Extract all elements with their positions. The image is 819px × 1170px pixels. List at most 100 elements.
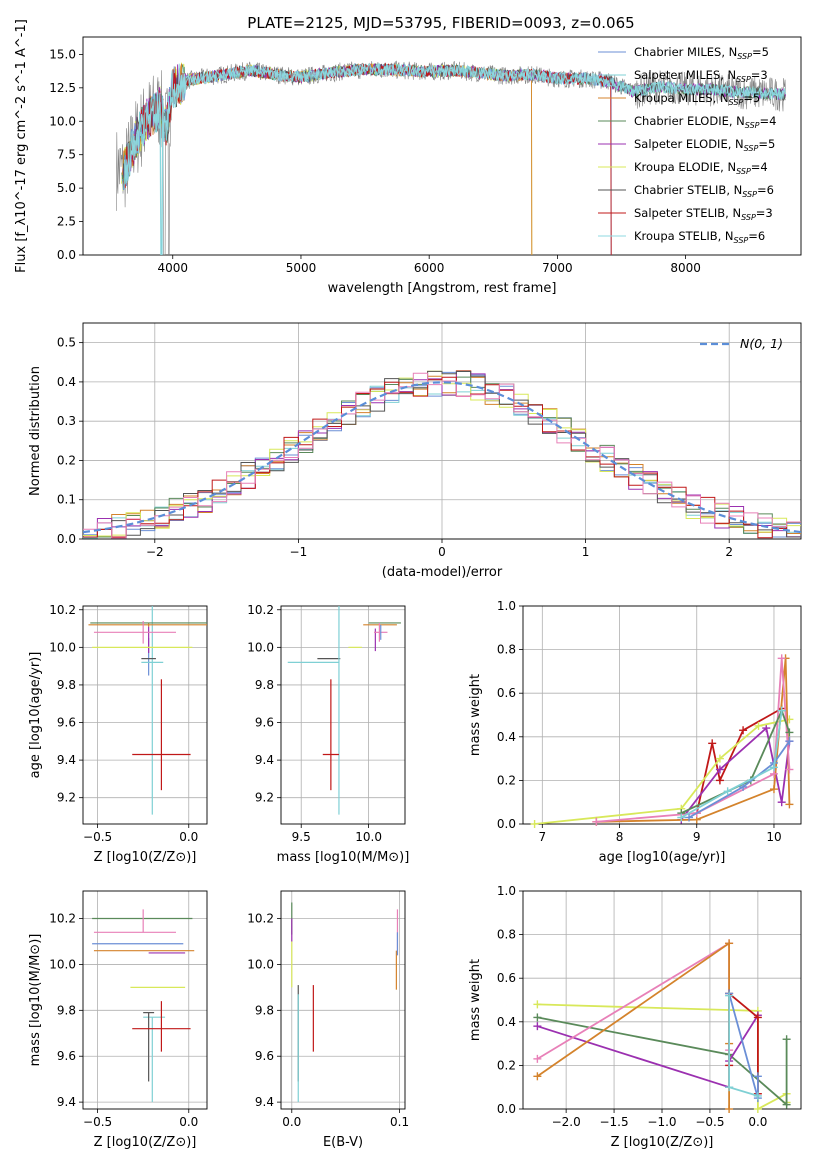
spectrum-legend: Chabrier MILES, NSSP=5 Salpeter MILES, NS…	[598, 45, 776, 245]
axes-frame	[522, 605, 802, 825]
x-tick-label: 0.1	[390, 1115, 409, 1129]
x-tick-label: 0	[438, 545, 446, 559]
y-tick-label: 9.4	[57, 1095, 76, 1109]
x-axis-label: E(B-V)	[323, 1135, 363, 1150]
residuals-panel: −2 −1 0 1 2 0.0 0.1 0.2 0.3 0.4 0.5 (data-model)/er…	[28, 322, 802, 580]
x-tick-label: 0.0	[282, 1115, 301, 1129]
y-tick-label: 10.2	[49, 603, 76, 617]
x-tick-label: 9	[693, 830, 701, 844]
x-tick-label: 8	[616, 830, 624, 844]
x-tick-label: −0.5	[83, 830, 112, 844]
plots-layer: 4000 5000 6000 7000 80000.02.55.07.510.012.5…	[14, 19, 802, 1150]
y-tick-label: 10.0	[49, 957, 76, 971]
x-axis-label: Z [log10(Z/Z⊙)]	[94, 1135, 197, 1150]
mass-vs-z-panel: −0.5 0.0 9.4 9.6 9.8 10.0 10.2 Z [log10(Z/Z⊙)] m…	[28, 890, 208, 1150]
y-tick-label: 9.6	[57, 1049, 76, 1063]
model-line-kroupa-stelib	[124, 62, 786, 255]
y-tick-label: 9.8	[255, 678, 274, 692]
mass-vs-ebv-panel: 0.0 0.1 9.4 9.6 9.8 10.0 10.2 E(B-V)	[247, 890, 409, 1150]
y-tick-label: 0.2	[57, 453, 76, 467]
x-tick-label: 10.0	[355, 830, 382, 844]
y-tick-label: 9.4	[255, 753, 274, 767]
y-tick-label: 10.0	[49, 114, 76, 128]
y-axis-label: Flux [f_λ10^-17 erg cm^-2 s^-1 A^-1]	[14, 19, 29, 273]
weight-line-salpeter-miles	[680, 710, 783, 819]
x-tick-label: 9.5	[292, 830, 311, 844]
x-tick-label: −0.5	[83, 1115, 112, 1129]
x-tick-label: 1	[582, 545, 590, 559]
x-tick-label: 2	[725, 545, 733, 559]
y-tick-label: 15.0	[49, 47, 76, 61]
y-tick-label: 9.6	[57, 716, 76, 730]
x-axis-label: Z [log10(Z/Z⊙)]	[94, 850, 197, 865]
y-tick-label: 10.2	[247, 603, 274, 617]
weight-line-chabrier-miles	[728, 993, 759, 1099]
legend-label: Kroupa STELIB, NSSP=6	[634, 229, 765, 245]
mass-weight-vs-age-panel: 7 8 9 10 0.0 0.2 0.4 0.6 0.8 1.0 age [log10(age/yr…	[468, 599, 802, 865]
weight-line-hist-pink	[596, 658, 791, 823]
model-line-chabrier-miles	[122, 62, 612, 255]
y-axis-label: mass weight	[468, 959, 483, 1041]
x-tick-label: 0.0	[748, 1115, 767, 1129]
axes-frame	[82, 890, 208, 1110]
weight-line-chabrier-elodie	[680, 708, 791, 814]
y-tick-label: 0.3	[57, 414, 76, 428]
y-tick-label: 2.5	[57, 215, 76, 229]
y-tick-label: 0.8	[497, 928, 516, 942]
mass-weight-vs-z-panel: −2.0 −1.5 −1.0 −0.5 0.0 0.0 0.2 0.4 0.6 0.8 1.0 Z […	[468, 884, 802, 1150]
y-tick-label: 10.0	[247, 640, 274, 654]
legend-label: N(0, 1)	[740, 336, 783, 351]
weight-line-salpeter-elodie	[537, 1014, 759, 1089]
y-tick-label: 0.0	[497, 1102, 516, 1116]
y-tick-label: 9.4	[57, 753, 76, 767]
histogram-salpeter-stelib	[83, 376, 801, 539]
y-tick-label: 10.2	[247, 912, 274, 926]
figure-title: PLATE=2125, MJD=53795, FIBERID=0093, z=0…	[247, 14, 634, 32]
y-axis-label: mass weight	[468, 674, 483, 756]
weight-line-kroupa-miles	[596, 658, 791, 823]
y-tick-label: 0.5	[57, 336, 76, 350]
x-tick-label: 0.0	[179, 830, 198, 844]
axes-frame	[280, 605, 406, 825]
y-axis-label: mass [log10(M/M⊙)]	[28, 934, 43, 1067]
y-tick-label: 0.6	[497, 686, 516, 700]
y-tick-label: 9.2	[57, 791, 76, 805]
legend-label: Chabrier ELODIE, NSSP=4	[634, 114, 776, 130]
x-tick-label: −2.0	[552, 1115, 581, 1129]
y-tick-label: 0.2	[497, 773, 516, 787]
y-tick-label: 9.6	[255, 1049, 274, 1063]
y-tick-label: 0.0	[57, 248, 76, 262]
y-tick-label: 0.4	[57, 375, 76, 389]
x-axis-label: (data-model)/error	[382, 565, 503, 580]
spectrum-panel: 4000 5000 6000 7000 8000 0.0 2.5 5.0 7.5 10.0 12.5…	[14, 19, 802, 296]
legend-label: Salpeter MILES, NSSP=3	[634, 68, 768, 84]
x-axis-label: age [log10(age/yr)]	[599, 850, 726, 865]
y-tick-label: 9.2	[255, 791, 274, 805]
x-tick-label: −1	[290, 545, 308, 559]
x-tick-label: −2	[146, 545, 164, 559]
x-tick-label: 7000	[542, 261, 573, 275]
histogram-hist-pink	[83, 372, 801, 539]
y-tick-label: 10.0	[247, 957, 274, 971]
y-tick-label: 1.0	[497, 884, 516, 898]
legend-label: Chabrier STELIB, NSSP=6	[634, 183, 774, 199]
x-tick-label: 7	[538, 830, 546, 844]
y-tick-label: 1.0	[497, 599, 516, 613]
model-line-salpeter-miles	[123, 63, 786, 255]
weight-line-kroupa-elodie	[534, 718, 790, 824]
legend-label: Salpeter STELIB, NSSP=3	[634, 206, 773, 222]
y-axis-label: age [log10(age/yr)]	[28, 652, 43, 779]
legend-label: Salpeter ELODIE, NSSP=5	[634, 137, 775, 153]
x-axis-label: wavelength [Angstrom, rest frame]	[328, 281, 557, 296]
y-tick-label: 9.8	[57, 678, 76, 692]
x-tick-label: 0.0	[179, 1115, 198, 1129]
x-axis-label: Z [log10(Z/Z⊙)]	[611, 1135, 714, 1150]
x-tick-label: 6000	[414, 261, 445, 275]
y-tick-label: 10.2	[49, 912, 76, 926]
normal-curve	[83, 381, 801, 534]
legend-label: Chabrier MILES, NSSP=5	[634, 45, 769, 61]
x-axis-label: mass [log10(M/M⊙)]	[277, 850, 410, 865]
age-vs-z-panel: −0.5 0.0 9.2 9.4 9.6 9.8 10.0 10.2 Z [log10(Z/Z⊙…	[28, 603, 208, 865]
x-tick-label: −1.0	[647, 1115, 676, 1129]
